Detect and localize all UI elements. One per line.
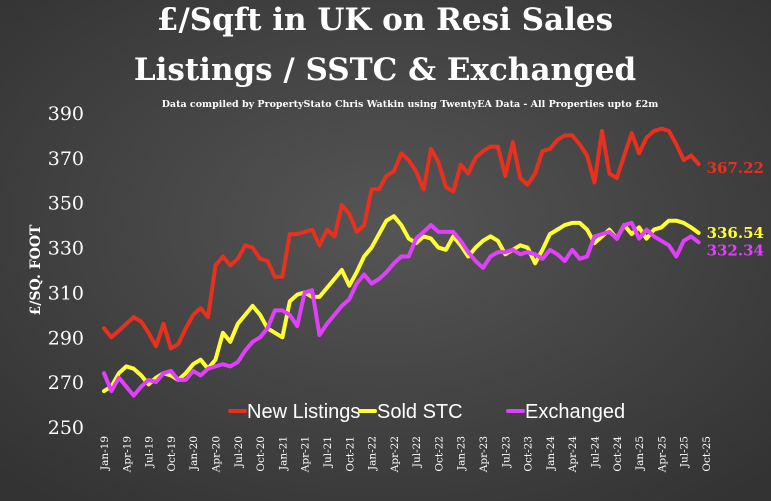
x-tick-label: Apr-25: [656, 436, 668, 473]
x-tick-label: Jan-25: [634, 436, 646, 471]
chart-subtitle: Data compiled by PropertyStato Chris Wat…: [162, 99, 659, 110]
x-tick-label: Jul-21: [322, 436, 334, 468]
x-tick-label: Jan-24: [545, 436, 557, 471]
x-tick-label: Apr-22: [389, 436, 401, 473]
x-tick-label: Oct-24: [612, 436, 624, 472]
legend-label: Sold STC: [377, 401, 463, 423]
y-tick-label: 310: [48, 282, 84, 304]
legend-label: New Listings: [247, 401, 360, 423]
y-axis-label: £/SQ. FOOT: [28, 224, 44, 316]
y-tick-label: 330: [48, 238, 84, 260]
x-tick-label: Oct-25: [701, 436, 713, 472]
x-tick-label: Oct-22: [433, 436, 445, 472]
x-tick-label: Jul-20: [233, 436, 245, 468]
x-tick-label: Jul-19: [144, 436, 156, 468]
y-tick-label: 290: [48, 327, 84, 349]
x-tick-label: Jan-21: [277, 436, 289, 471]
y-tick-label: 370: [48, 148, 84, 170]
x-tick-label: Jul-25: [679, 436, 691, 468]
x-tick-label: Apr-20: [210, 436, 222, 473]
x-tick-label: Apr-23: [478, 436, 490, 473]
x-tick-label: Apr-19: [121, 436, 133, 473]
legend-label: Exchanged: [525, 401, 625, 423]
x-tick-label: Jan-19: [99, 436, 111, 471]
chart-title: Listings / SSTC & Exchanged: [134, 52, 636, 88]
x-tick-label: Oct-21: [344, 436, 356, 472]
y-tick-label: 270: [48, 372, 84, 394]
series-line: [102, 214, 701, 394]
value-label: 332.34: [707, 241, 764, 259]
x-tick-label: Jul-23: [500, 436, 512, 468]
x-tick-label: Oct-19: [166, 436, 178, 472]
x-tick-label: Oct-20: [255, 436, 267, 472]
y-tick-label: 350: [48, 193, 84, 215]
x-tick-label: Jan-22: [367, 436, 379, 471]
x-tick-label: Jan-23: [456, 436, 468, 471]
x-tick-label: Oct-23: [523, 436, 535, 472]
series-line: [102, 126, 701, 351]
y-tick-label: 390: [48, 103, 84, 125]
x-tick-label: Apr-21: [300, 436, 312, 473]
series-line: [102, 220, 701, 398]
x-tick-label: Apr-24: [567, 436, 579, 474]
y-tick-label: 250: [48, 417, 84, 439]
x-tick-label: Jul-24: [590, 436, 602, 469]
x-tick-label: Jul-22: [411, 436, 423, 468]
value-label: 367.22: [707, 159, 764, 177]
value-label: 336.54: [707, 224, 764, 242]
x-tick-label: Jan-20: [188, 436, 200, 471]
chart-title: £/Sqft in UK on Resi Sales: [157, 2, 613, 38]
